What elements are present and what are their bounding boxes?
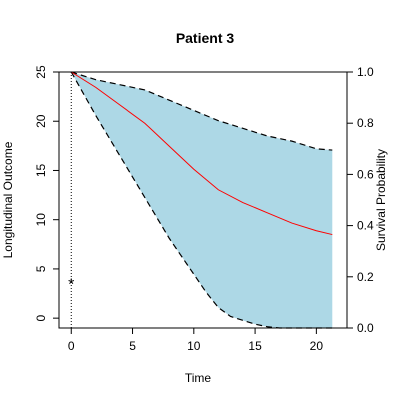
y-tick-label-left: 10 xyxy=(34,213,48,227)
y-tick-label-right: 0.4 xyxy=(357,219,374,233)
chart-title: Patient 3 xyxy=(176,30,235,46)
y-tick-label-right: 0.8 xyxy=(357,116,374,130)
y-axis-label-right: Survival Probability xyxy=(374,149,388,251)
y-axis-label-left: Longitudinal Outcome xyxy=(1,141,15,258)
y-tick-label-right: 0.6 xyxy=(357,167,374,181)
y-tick-label-right: 1.0 xyxy=(357,65,374,79)
x-tick-label: 0 xyxy=(68,339,75,353)
x-tick-label: 20 xyxy=(310,339,324,353)
observation-point: * xyxy=(68,277,74,294)
lower-bound-line xyxy=(70,71,333,329)
y-tick-label-left: 15 xyxy=(34,163,48,177)
y-tick-label-left: 5 xyxy=(34,265,48,272)
y-tick-label-left: 25 xyxy=(34,65,48,79)
x-tick-label: 15 xyxy=(248,339,262,353)
survival-estimate-line xyxy=(70,71,333,236)
y-tick-label-left: 0 xyxy=(34,314,48,321)
x-tick-label: 5 xyxy=(129,339,136,353)
plot-area: * 0 5 10 15 20 0 5 10 15 20 25 0.0 0.2 0.4 0.6 0.8 1.0 xyxy=(34,65,374,353)
x-tick-label: 10 xyxy=(187,339,201,353)
upper-bound-line xyxy=(71,71,333,151)
y-tick-label-left: 20 xyxy=(34,114,48,128)
confidence-band xyxy=(71,72,333,328)
plot-frame xyxy=(58,71,348,329)
x-axis-label: Time xyxy=(185,371,212,385)
y-tick-label-right: 0.0 xyxy=(357,321,374,335)
y-tick-label-right: 0.2 xyxy=(357,270,374,284)
